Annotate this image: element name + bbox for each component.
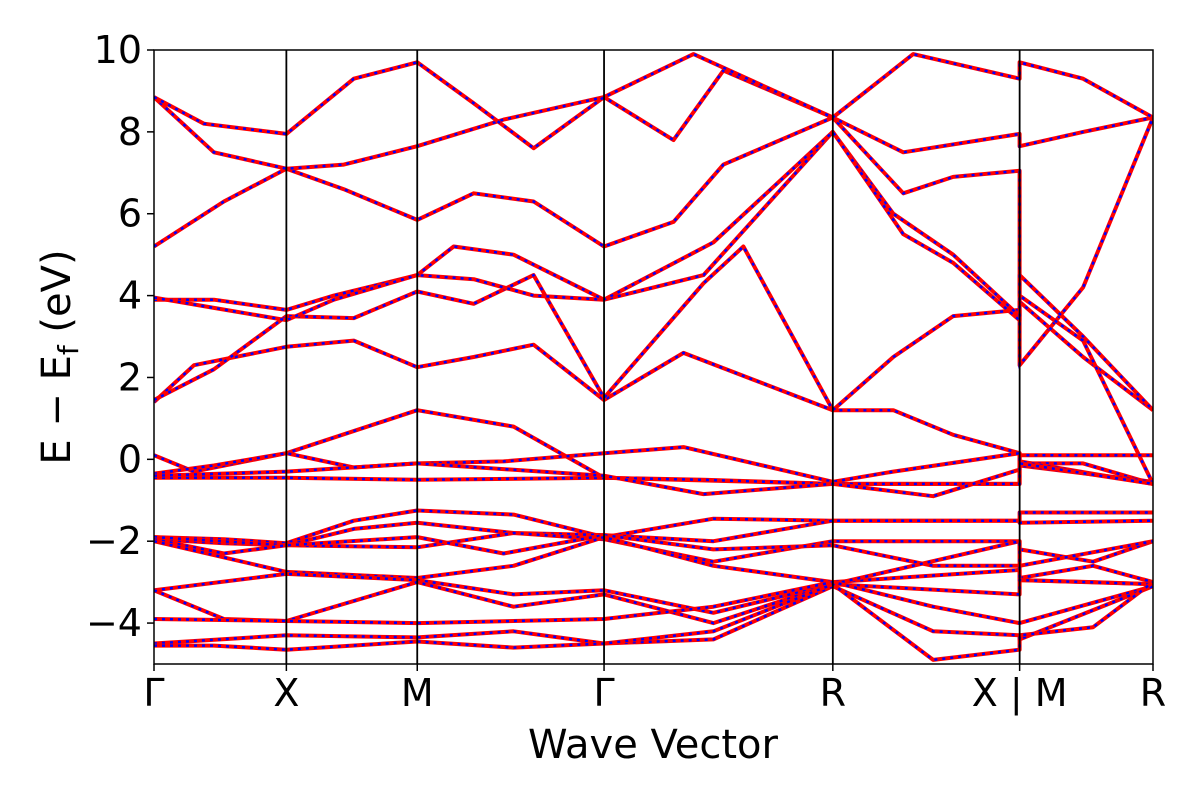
band-overlay-10	[154, 461, 1153, 498]
x-tick-label-5: X | M	[972, 671, 1068, 716]
x-axis-title: Wave Vector	[528, 722, 779, 768]
y-tick-label-7: −4	[86, 601, 142, 645]
x-axis: Γ X M Γ R X | M R	[143, 664, 1166, 716]
band-overlay-11	[154, 509, 1153, 545]
y-axis-title-main: E − E	[34, 355, 80, 465]
band-overlay-15	[154, 535, 1153, 584]
band-overlay-14	[154, 533, 1153, 568]
band-overlay-20	[154, 581, 1153, 662]
band-overlay-13	[154, 531, 1153, 563]
x-tick-label-4: R	[820, 671, 846, 715]
x-tick-label-3: Γ	[593, 671, 614, 715]
band-line-1	[154, 116, 1153, 413]
band-overlay-6	[154, 52, 1153, 150]
bands-layer	[154, 52, 1153, 662]
plot-frame	[153, 49, 1154, 665]
y-tick-label-0: 10	[94, 28, 142, 72]
high-symmetry-lines	[285, 50, 1021, 664]
band-overlay-1	[154, 117, 1153, 413]
y-axis: 10 8 6 4 2 0 −2 −4	[86, 28, 154, 645]
band-overlay-0	[154, 339, 1153, 486]
band-line-6	[154, 52, 1153, 151]
y-tick-label-6: −2	[86, 519, 142, 563]
band-overlay-9	[154, 464, 1153, 486]
x-tick-label-6: R	[1140, 671, 1166, 715]
x-tick-label-2: M	[401, 671, 434, 715]
x-tick-label-1: X	[273, 671, 299, 715]
band-overlay-18	[154, 580, 1153, 625]
y-tick-label-4: 2	[118, 355, 142, 399]
y-axis-title-sub: f	[52, 344, 85, 355]
y-tick-label-1: 8	[118, 110, 142, 154]
y-tick-label-5: 0	[118, 437, 142, 481]
x-tick-label-0: Γ	[143, 671, 164, 715]
y-axis-title-tail: (eV)	[34, 249, 80, 345]
y-tick-label-3: 4	[118, 274, 142, 318]
y-tick-label-2: 6	[118, 192, 142, 236]
band-line-0	[154, 338, 1153, 486]
y-axis-title: E − Ef (eV)	[34, 249, 85, 464]
